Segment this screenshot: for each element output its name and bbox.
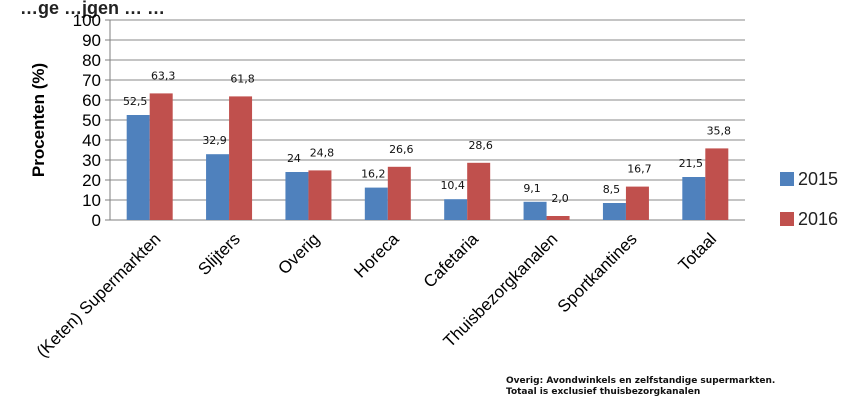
bar-2015 — [285, 172, 309, 220]
gridlines — [110, 19, 745, 221]
legend-label-2016: 2016 — [798, 209, 838, 229]
x-axis: (Keten) Supermarkten Slijters Overig Horeca… — [33, 229, 720, 361]
y-tick-label: 10 — [82, 191, 101, 210]
bar-2015 — [126, 115, 150, 220]
y-tick-label: 90 — [82, 31, 101, 50]
x-tick-label: Horeca — [350, 229, 403, 282]
y-tick-label: 60 — [82, 91, 101, 110]
x-tick-label: Sportkantines — [554, 229, 641, 316]
data-label-2016: 63,3 — [151, 69, 176, 82]
data-label-2016: 24,8 — [310, 146, 335, 159]
y-tick-label: 50 — [82, 111, 101, 130]
data-label-2015: 52,5 — [123, 95, 148, 108]
x-tick-label: Slijters — [194, 229, 244, 279]
y-tick-label: 30 — [82, 151, 101, 170]
bar-2015 — [364, 187, 388, 220]
x-tick-label: Totaal — [675, 229, 721, 275]
y-tick-label: 80 — [82, 51, 101, 70]
bars — [126, 93, 729, 220]
bar-2016 — [625, 186, 649, 220]
data-label-2015: 24 — [287, 152, 301, 165]
data-label-2016: 35,8 — [707, 124, 732, 137]
bar-2016 — [546, 216, 570, 220]
bar-2016 — [229, 96, 253, 220]
data-label-2015: 32,9 — [202, 134, 227, 147]
data-label-2016: 26,6 — [389, 143, 414, 156]
bar-2015 — [682, 177, 706, 220]
data-label-2015: 9,1 — [523, 182, 541, 195]
x-tick-label: (Keten) Supermarkten — [33, 229, 165, 361]
legend-swatch-2016 — [780, 212, 794, 226]
y-tick-label: 70 — [82, 71, 101, 90]
data-label-2015: 8,5 — [603, 183, 621, 196]
bar-2015 — [206, 154, 230, 220]
bar-2015 — [444, 199, 468, 220]
bar-2016 — [705, 148, 729, 220]
data-label-2015: 10,4 — [440, 179, 465, 192]
data-label-2015: 21,5 — [679, 157, 704, 170]
bar-2016 — [149, 93, 173, 220]
footnote-overig: Overig: Avondwinkels en zelfstandige sup… — [506, 376, 776, 386]
data-label-2016: 2,0 — [551, 192, 569, 205]
legend-label-2015: 2015 — [798, 169, 838, 189]
data-label-2016: 28,6 — [468, 139, 493, 152]
data-label-2016: 61,8 — [230, 72, 255, 85]
bar-2015 — [602, 203, 626, 220]
footnote-totaal: Totaal is exclusief thuisbezorgkanalen — [506, 387, 701, 397]
data-labels: 52,563,3 32,9 61,8 24 24,8 16,226,6 10,4 28,6 9,… — [123, 69, 731, 205]
bar-2015 — [523, 201, 547, 220]
y-tick-label: 20 — [82, 171, 101, 190]
y-tick-label: 0 — [92, 211, 101, 230]
legend: 2015 2016 — [780, 169, 838, 229]
y-tick-label: 40 — [82, 131, 101, 150]
y-tick-label: 100 — [73, 11, 101, 30]
legend-swatch-2015 — [780, 172, 794, 186]
bar-2016 — [387, 166, 411, 220]
y-axis-label: Procenten (%) — [29, 63, 48, 177]
x-tick-label: Overig — [274, 229, 323, 278]
data-label-2016: 16,7 — [627, 163, 652, 176]
data-label-2015: 16,2 — [361, 168, 386, 181]
bar-2016 — [467, 162, 491, 220]
chart-title: …ge …jgen … … — [20, 0, 165, 18]
x-tick-label: Cafetaria — [420, 229, 483, 292]
bar-2016 — [308, 170, 332, 220]
